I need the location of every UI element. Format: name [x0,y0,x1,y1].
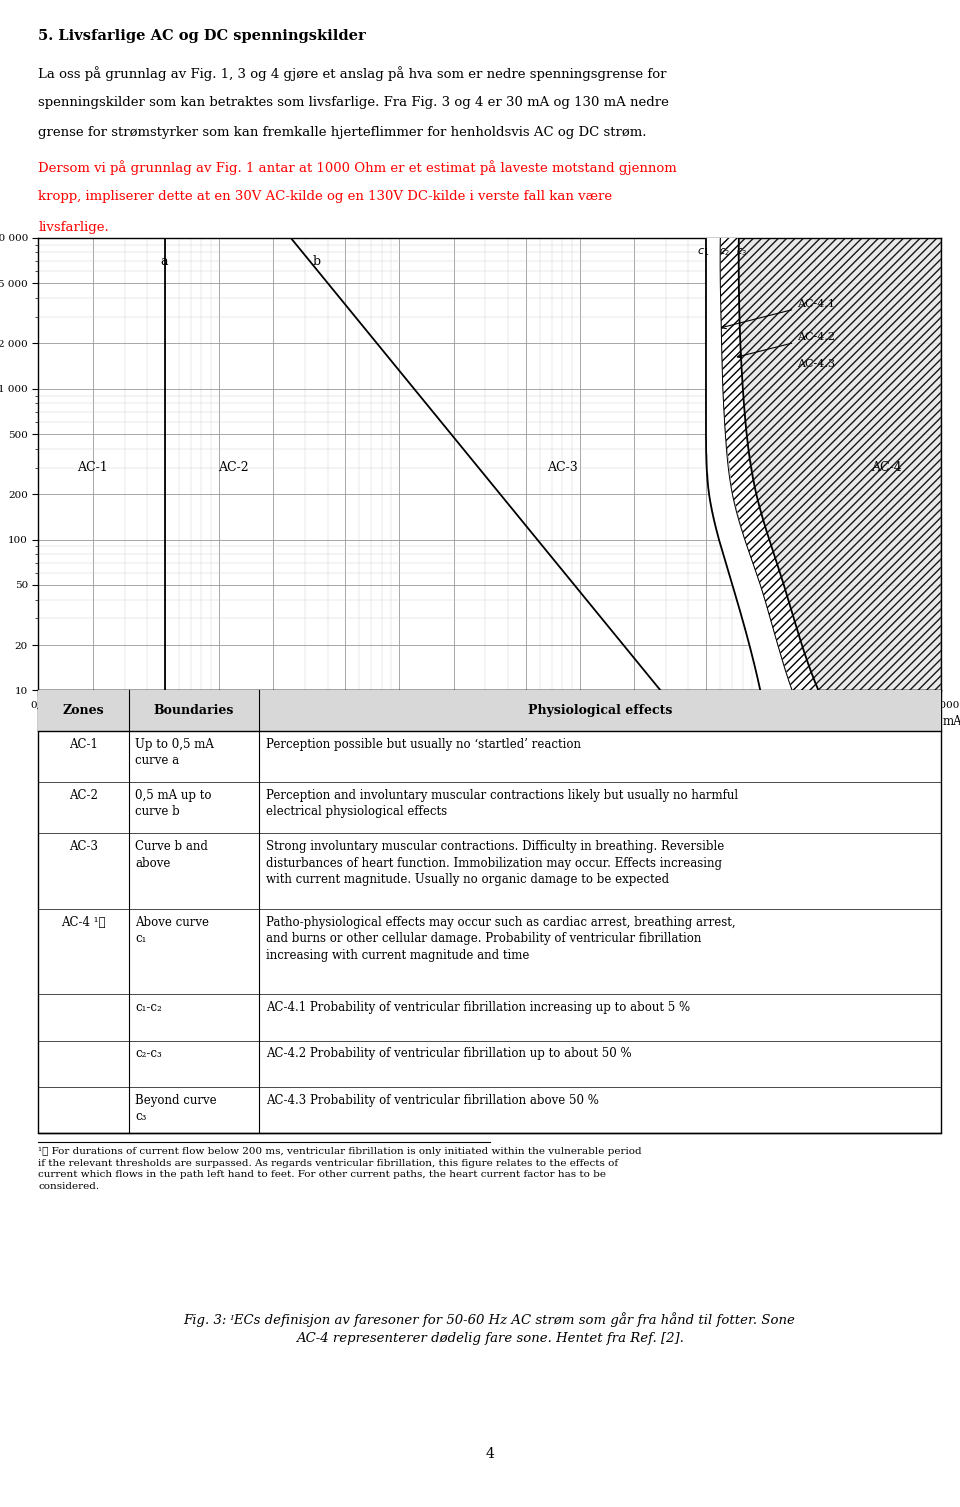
Text: 4: 4 [485,1447,494,1462]
Text: AC-2: AC-2 [218,461,249,475]
Text: AC-1: AC-1 [78,461,108,475]
Text: AC-2: AC-2 [69,790,98,802]
Text: 0,5 mA up to
curve b: 0,5 mA up to curve b [135,790,211,818]
Text: IEC  1000/05: IEC 1000/05 [867,744,936,754]
Text: AC-4.1: AC-4.1 [722,298,835,329]
Text: Patho-physiological effects may occur such as cardiac arrest, breathing arrest,
: Patho-physiological effects may occur su… [266,916,735,961]
Text: Perception possible but usually no ‘startled’ reaction: Perception possible but usually no ‘star… [266,738,581,750]
Text: Beyond curve
c₃: Beyond curve c₃ [135,1094,217,1123]
Text: AC-4.2 Probability of ventricular fibrillation up to about 50 %: AC-4.2 Probability of ventricular fibril… [266,1047,632,1061]
Text: Fig. 3: ᴵECs definisjon av faresoner for 50-60 Hz AC strøm som går fra hånd til : Fig. 3: ᴵECs definisjon av faresoner for… [183,1313,796,1344]
Text: Physiological effects: Physiological effects [528,704,672,717]
Text: La oss på grunnlag av Fig. 1, 3 og 4 gjøre et anslag på hva som er nedre spennin: La oss på grunnlag av Fig. 1, 3 og 4 gjø… [38,66,667,80]
Text: b: b [313,255,322,268]
Text: AC-4.3: AC-4.3 [797,359,835,369]
Text: $c_1$: $c_1$ [697,247,709,258]
Text: Up to 0,5 mA
curve a: Up to 0,5 mA curve a [135,738,214,767]
Text: livsfarlige.: livsfarlige. [38,220,109,234]
Polygon shape [706,238,792,690]
Text: c₁-c₂: c₁-c₂ [135,1001,161,1014]
Text: AC-4: AC-4 [871,461,901,475]
Polygon shape [720,238,819,690]
Text: AC-4 ¹⧯: AC-4 ¹⧯ [61,916,106,928]
Text: Above curve
c₁: Above curve c₁ [135,916,209,945]
Text: AC-4.1 Probability of ventricular fibrillation increasing up to about 5 %: AC-4.1 Probability of ventricular fibril… [266,1001,690,1014]
Bar [38,690,941,1133]
Text: kropp, impliserer dette at en 30V AC-kilde og en 130V DC-kilde i verste fall kan: kropp, impliserer dette at en 30V AC-kil… [38,190,612,203]
Text: Zones: Zones [62,704,105,717]
Text: Boundaries: Boundaries [154,704,234,717]
Text: spenningskilder som kan betraktes som livsfarlige. Fra Fig. 3 og 4 er 30 mA og 1: spenningskilder som kan betraktes som li… [38,96,669,109]
Text: grense for strømstyrker som kan fremkalle hjerteflimmer for henholdsvis AC og DC: grense for strømstyrker som kan fremkall… [38,127,647,139]
Text: AC-4.3 Probability of ventricular fibrillation above 50 %: AC-4.3 Probability of ventricular fibril… [266,1094,599,1106]
Text: Body current $\mathit{i}_B$  ⟶: Body current $\mathit{i}_B$ ⟶ [418,731,541,747]
Text: AC-3: AC-3 [547,461,578,475]
Text: a: a [161,255,168,268]
Text: mA: mA [943,716,960,728]
Bar [38,690,941,731]
Text: $c_2$: $c_2$ [719,247,730,258]
Text: 5. Livsfarlige AC og DC spenningskilder: 5. Livsfarlige AC og DC spenningskilder [38,29,366,44]
Text: AC-1: AC-1 [69,738,98,750]
Text: Strong involuntary muscular contractions. Difficulty in breathing. Reversible
di: Strong involuntary muscular contractions… [266,839,724,886]
Text: ¹⧯ For durations of current flow below 200 ms, ventricular fibrillation is only : ¹⧯ For durations of current flow below 2… [38,1147,642,1191]
Text: $c_3$: $c_3$ [736,247,748,258]
Text: Perception and involuntary muscular contractions likely but usually no harmful
e: Perception and involuntary muscular cont… [266,790,738,818]
Text: AC-3: AC-3 [69,839,98,853]
Text: Dersom vi på grunnlag av Fig. 1 antar at 1000 Ohm er et estimat på laveste motst: Dersom vi på grunnlag av Fig. 1 antar at… [38,160,677,175]
Text: c₂-c₃: c₂-c₃ [135,1047,161,1061]
Polygon shape [739,238,941,690]
Text: Curve b and
above: Curve b and above [135,839,207,870]
Text: AC-4.2: AC-4.2 [737,332,835,359]
